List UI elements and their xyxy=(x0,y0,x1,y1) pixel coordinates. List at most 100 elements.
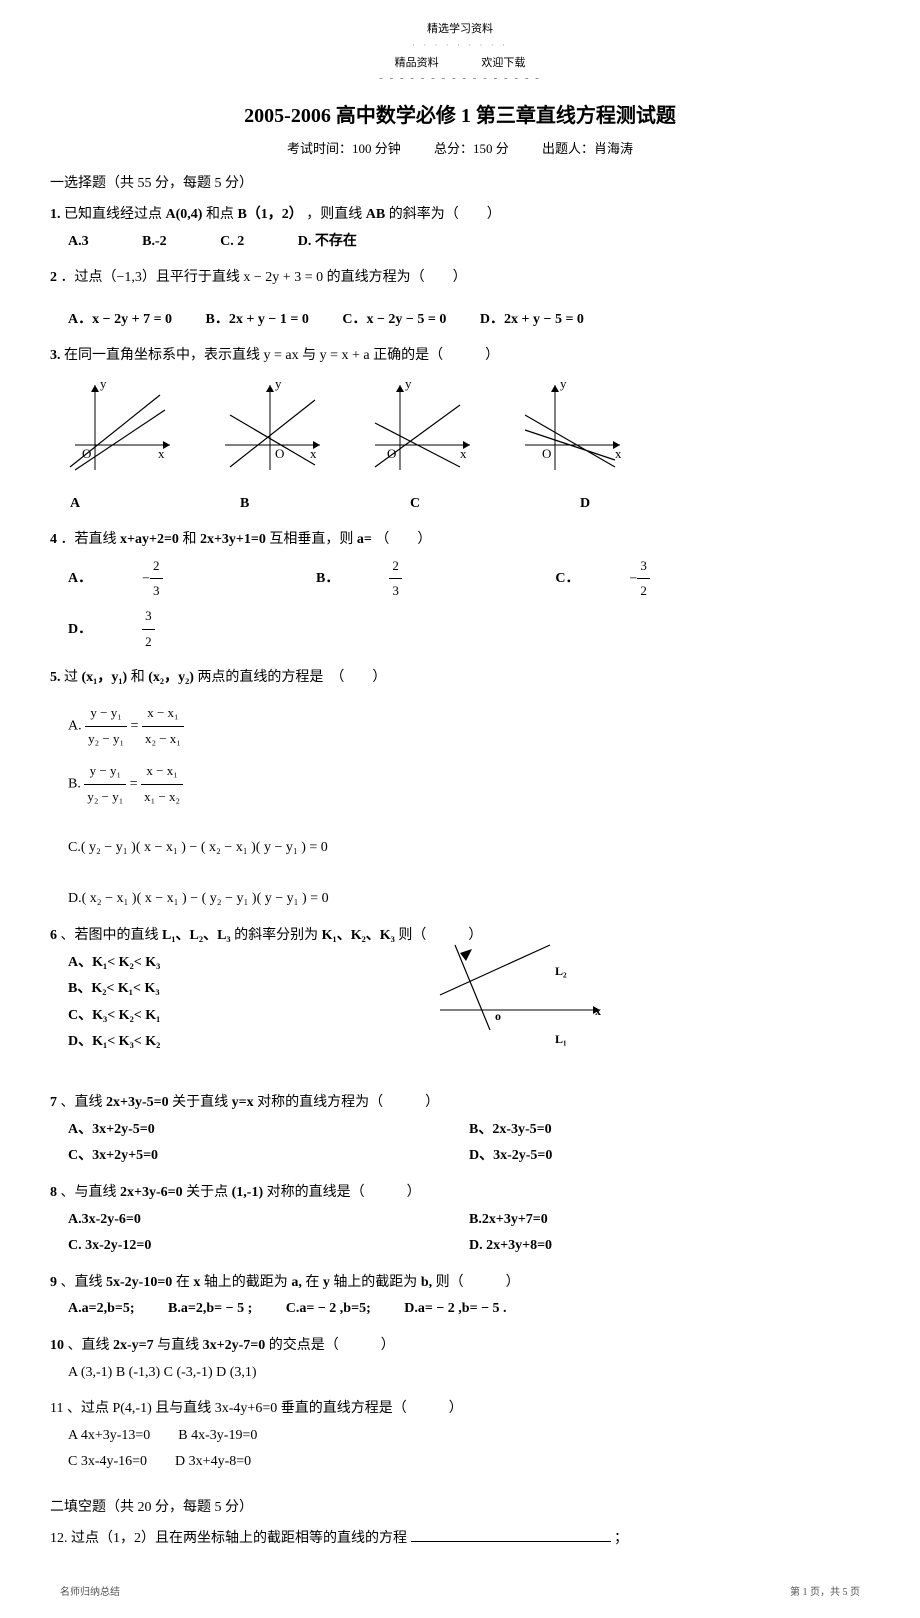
q7-yx: y=x xyxy=(232,1095,254,1110)
q3-graph-a: y O x xyxy=(50,375,200,486)
q3-eq1: y = ax xyxy=(264,348,299,363)
q1-mid: 和点 xyxy=(206,207,234,222)
q9-mid1: 在 xyxy=(176,1275,190,1290)
q8-optA: A.3x-2y-6=0 xyxy=(68,1207,469,1234)
q1-ab: AB xyxy=(366,207,385,222)
q4-optA: A．−23 xyxy=(68,554,263,604)
q3-lblB: B xyxy=(220,491,390,518)
q4-Blabel: B． xyxy=(316,566,339,593)
q3-eq2: y = x + a xyxy=(320,348,370,363)
svg-text:y: y xyxy=(405,376,412,391)
q4-Anum: 2 xyxy=(150,554,163,580)
q9-a: a, xyxy=(291,1275,302,1290)
q1-options: A.3 B.-2 C. 2 D. 不存在 xyxy=(68,229,870,256)
q9-mid2: 轴上的截距为 xyxy=(204,1275,288,1290)
footer-left: 名师归纳总结 xyxy=(60,1583,120,1598)
q5-optB: B. y − y₁y₂ − y₁ = x − x₁x₁ − x₂ xyxy=(68,759,870,809)
q4-Cden: 2 xyxy=(637,579,650,604)
q2-pre: ．过点（−1,3）且平行于直线 xyxy=(61,270,240,285)
q3-pre: 在同一直角坐标系中，表示直线 xyxy=(64,348,260,363)
q1-after: ，则直线 xyxy=(306,207,362,222)
question-4: 4 ．若直线 x+ay+2=0 和 2x+3y+1=0 互相垂直，则 a= （ … xyxy=(50,527,870,654)
q9-tail: 则（ ） xyxy=(436,1275,520,1290)
q5-p1: (x₁，y₁) xyxy=(82,670,128,685)
q8-pt: (1,-1) xyxy=(232,1185,264,1200)
q9-yax: y xyxy=(323,1275,330,1290)
q3-labels: A B C D xyxy=(50,491,870,518)
q7-tail: 对称的直线方程为（ ） xyxy=(257,1095,439,1110)
q6-optC: C、K₃< K₂< K₁ xyxy=(68,1003,400,1030)
q3-lblC: C xyxy=(390,491,560,518)
q8-tail: 对称的直线是（ ） xyxy=(267,1185,421,1200)
q4-l1: x+ay+2=0 xyxy=(120,532,179,547)
q7-optB: B、2x-3y-5=0 xyxy=(469,1117,870,1144)
q9-eq: 5x-2y-10=0 xyxy=(106,1275,172,1290)
q10-tail: 的交点是（ ） xyxy=(269,1338,395,1353)
q8-mid: 关于点 xyxy=(186,1185,228,1200)
question-6: 6 、若图中的直线 L₁、L₂、L₃ 的斜率分别为 K₁、K₂、K₃ 则（ ） … xyxy=(50,923,870,1080)
q5-optD: D.( x₂ − x₁ )( x − x₁ ) − ( y₂ − y₁ )( y… xyxy=(68,886,870,913)
q6-optB: B、K₂< K₁< K₃ xyxy=(68,976,400,1003)
svg-text:x: x xyxy=(615,446,622,461)
svg-text:x: x xyxy=(310,446,317,461)
q2-eq: x − 2y + 3 = 0 xyxy=(243,270,323,285)
q4-Aden: 3 xyxy=(150,579,163,604)
q10-l1: 2x-y=7 xyxy=(113,1338,154,1353)
q8-optD: D. 2x+3y+8=0 xyxy=(469,1233,870,1260)
q1-optA: A.3 xyxy=(68,229,89,256)
svg-text:O: O xyxy=(542,446,551,461)
q7-mid: 关于直线 xyxy=(172,1095,228,1110)
q4-Alabel: A． xyxy=(68,566,92,593)
q6-mid: 的斜率分别为 xyxy=(234,928,318,943)
svg-text:O: O xyxy=(387,446,396,461)
q5-p2: (x₂，y₂) xyxy=(148,670,194,685)
q9-mid3: 在 xyxy=(305,1275,319,1290)
q6-pre: 、若图中的直线 xyxy=(61,928,159,943)
q10-pre: 、直线 xyxy=(68,1338,110,1353)
question-8: 8 、与直线 2x+3y-6=0 关于点 (1,-1) 对称的直线是（ ） A.… xyxy=(50,1180,870,1260)
q2-tail: 的直线方程为（ ） xyxy=(327,270,467,285)
svg-text:O: O xyxy=(275,446,284,461)
q3-graphs: y O x y O x xyxy=(50,375,870,486)
q5-pre: 过 xyxy=(64,670,78,685)
question-11: 11 、过点 P(4,-1) 且与直线 3x-4y+6=0 垂直的直线方程是（ … xyxy=(50,1396,870,1476)
q4-Dnum: 3 xyxy=(142,604,155,630)
q2-optA: A．x − 2y + 7 = 0 xyxy=(68,307,172,334)
question-3: 3. 在同一直角坐标系中，表示直线 y = ax 与 y = x + a 正确的… xyxy=(50,343,870,517)
sub-right: 欢迎下载 xyxy=(481,57,525,69)
q9-optB: B.a=2,b= − 5 ; xyxy=(168,1296,252,1323)
exam-info: 考试时间：100 分钟 总分：150 分 出题人：肖海涛 xyxy=(50,138,870,157)
q3-and: 与 xyxy=(302,348,316,363)
question-2: 2 ．过点（−1,3）且平行于直线 x − 2y + 3 = 0 的直线方程为（… xyxy=(50,265,870,333)
q6-L1: L₁ xyxy=(555,1032,567,1046)
q3-graph-c: y O x xyxy=(350,375,500,486)
q7-eq: 2x+3y-5=0 xyxy=(106,1095,169,1110)
q6-o: o xyxy=(495,1009,501,1023)
q4-Bnum: 2 xyxy=(389,554,402,580)
q9-optD: D.a= − 2 ,b= − 5 . xyxy=(404,1296,506,1323)
q10-and: 与直线 xyxy=(157,1338,199,1353)
q4-Dden: 2 xyxy=(142,630,155,655)
q6-L2: L₂ xyxy=(555,964,567,978)
q5-and: 和 xyxy=(131,670,145,685)
q1-text: 已知直线经过点 xyxy=(64,207,162,222)
q1-ptA: A(0,4) xyxy=(166,207,203,222)
q6-x: x xyxy=(595,1004,601,1018)
q5-optA: A. y − y₁y₂ − y₁ = x − x₁x₂ − x₁ xyxy=(68,701,870,751)
svg-text:y: y xyxy=(275,376,282,391)
q8-pre: 、与直线 xyxy=(61,1185,117,1200)
svg-text:x: x xyxy=(158,446,165,461)
q6-l: L₁、L₂、L₃ xyxy=(162,928,231,943)
q3-lblD: D xyxy=(560,491,730,518)
footer-right: 第 1 页，共 5 页 xyxy=(790,1583,860,1598)
q2-optB: B．2x + y − 1 = 0 xyxy=(206,307,309,334)
q2-optD: D．2x + y − 5 = 0 xyxy=(480,307,584,334)
sub-left: 精品资料 xyxy=(395,57,439,69)
q3-lblA: A xyxy=(50,491,220,518)
q6-optA: A、K₁< K₂< K₃ xyxy=(68,950,400,977)
question-5: 5. 过 (x₁，y₁) 和 (x₂，y₂) 两点的直线的方程是 （ ） A. … xyxy=(50,665,870,914)
q2-optC: C．x − 2y − 5 = 0 xyxy=(342,307,446,334)
q5-optC: C.( y₂ − y₁ )( x − x₁ ) − ( x₂ − x₁ )( y… xyxy=(68,835,870,862)
sub-header: 精品资料 欢迎下载 xyxy=(50,54,870,70)
q4-Bden: 3 xyxy=(389,579,402,604)
